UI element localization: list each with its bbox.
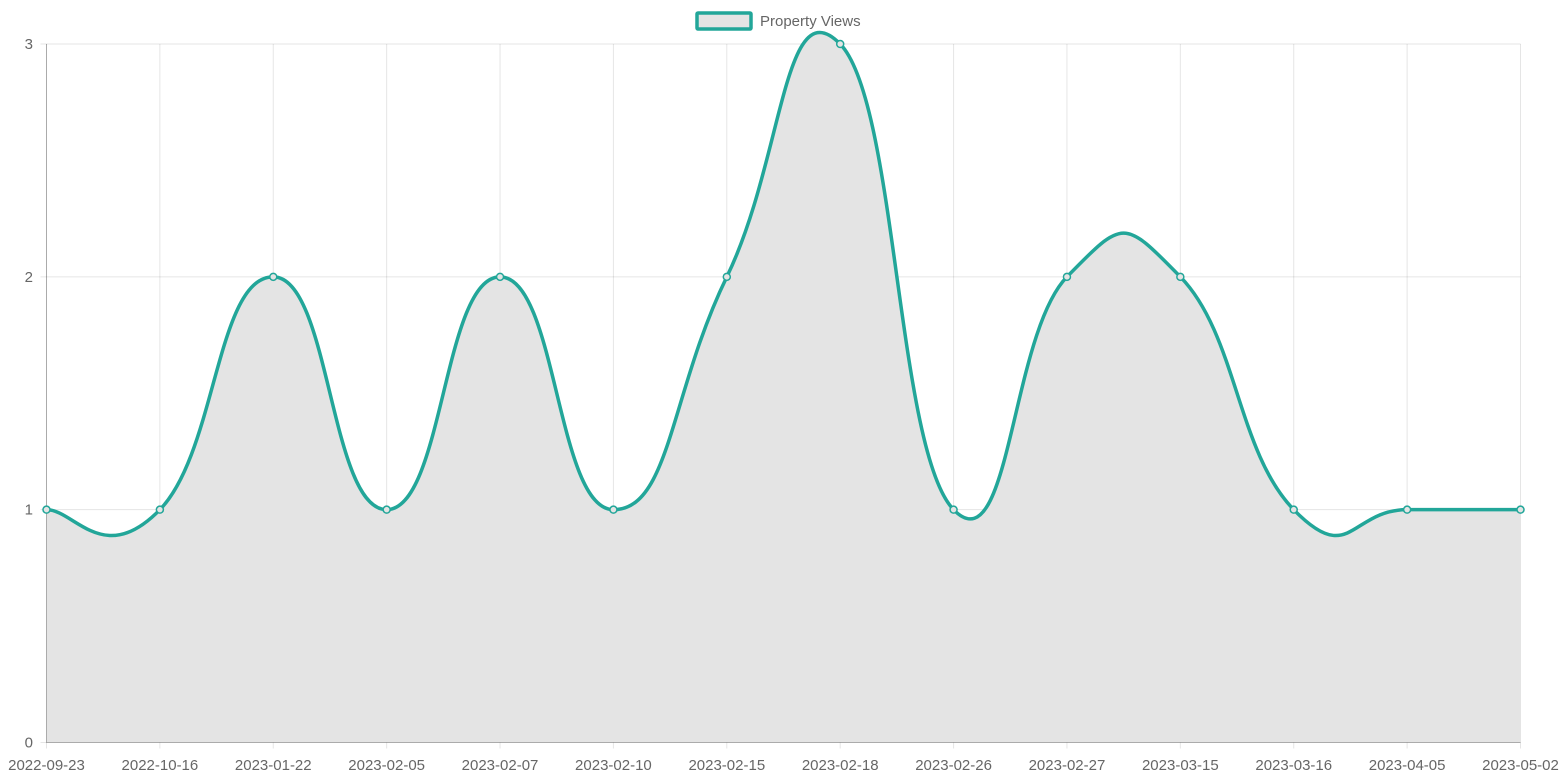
x-tick-label: 2023-05-02: [1482, 757, 1559, 774]
x-tick-label: 2023-03-16: [1255, 757, 1332, 774]
data-point[interactable]: [835, 39, 845, 49]
data-point[interactable]: [949, 505, 958, 514]
data-point[interactable]: [722, 272, 732, 282]
data-points: [42, 39, 1525, 514]
data-point[interactable]: [495, 272, 505, 282]
x-tick-label: 2023-02-15: [688, 757, 765, 774]
x-tick-label: 2023-02-18: [802, 757, 879, 774]
data-point[interactable]: [1516, 505, 1525, 514]
y-tick-label: 1: [25, 502, 33, 519]
series-line-layer: [44, 30, 1523, 538]
legend-label[interactable]: Property Views: [760, 13, 861, 30]
x-tick-label: 2022-09-23: [8, 757, 85, 774]
data-point[interactable]: [1176, 272, 1185, 282]
x-tick-label: 2023-03-15: [1142, 757, 1219, 774]
x-tick-label: 2023-04-05: [1369, 757, 1446, 774]
series-line-property-views: [44, 30, 1523, 538]
data-point[interactable]: [269, 272, 278, 282]
y-tick-label: 2: [25, 269, 33, 286]
data-point[interactable]: [1062, 272, 1072, 282]
data-point[interactable]: [609, 505, 618, 514]
series-area-fill: [46, 32, 1521, 743]
x-axis-ticks: 2022-09-23 2022-10-16 2023-01-22 2023-02-05…: [8, 757, 1559, 774]
x-tick-label: 2023-02-26: [915, 757, 992, 774]
x-tick-label: 2023-02-05: [348, 757, 425, 774]
data-point[interactable]: [1289, 505, 1298, 514]
data-point[interactable]: [155, 505, 165, 514]
y-tick-label: 0: [25, 735, 33, 752]
legend-swatch[interactable]: [695, 11, 753, 31]
x-tick-label: 2022-10-16: [122, 757, 199, 774]
y-axis-ticks: 0 1 2 3: [25, 36, 33, 752]
legend[interactable]: Property Views: [695, 11, 861, 31]
data-point[interactable]: [42, 505, 51, 514]
x-tick-label: 2023-02-07: [462, 757, 539, 774]
area-fill-layer: [46, 32, 1521, 743]
x-tick-label: 2023-01-22: [235, 757, 312, 774]
x-tick-label: 2023-02-10: [575, 757, 652, 774]
axes: [46, 44, 1521, 743]
data-point[interactable]: [382, 505, 391, 514]
data-point[interactable]: [1402, 505, 1412, 514]
y-tick-label: 3: [25, 36, 33, 53]
x-tick-label: 2023-02-27: [1029, 757, 1106, 774]
